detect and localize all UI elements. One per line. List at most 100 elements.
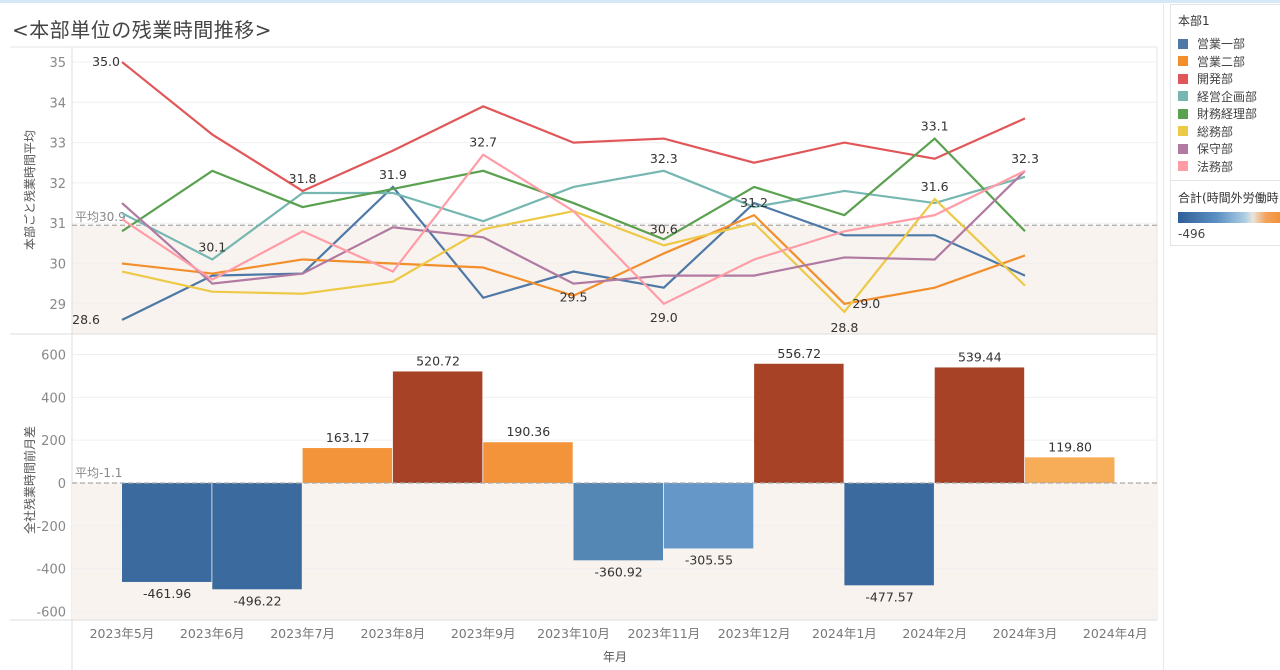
y-tick-label: -400: [36, 563, 66, 578]
y-tick-label: 30: [49, 258, 66, 273]
bar-2024年1月: [844, 483, 934, 586]
bar-value-label: -461.96: [143, 586, 191, 601]
data-label: 31.6: [921, 179, 949, 194]
y-tick-label: 32: [49, 177, 66, 192]
y-tick-label: 0: [58, 477, 66, 492]
y-tick-label: 33: [49, 137, 66, 152]
legend-label: 財務経理部: [1197, 107, 1258, 122]
series-line-保守部: [121, 170, 1026, 285]
bar-2023年5月: [122, 483, 212, 582]
x-tick-label: 2023年10月: [537, 626, 610, 641]
bar-2024年2月: [934, 367, 1025, 483]
bar-2023年12月: [754, 363, 844, 483]
top-border: [0, 0, 1280, 3]
legend-swatch: [1178, 73, 1188, 84]
y-tick-label: 34: [49, 96, 66, 111]
legend-item[interactable]: 保守部: [1171, 140, 1280, 158]
series-line-財務経理部: [121, 137, 1026, 241]
divider: [1163, 4, 1164, 670]
series-line-営業二部: [121, 213, 1026, 305]
data-label: 30.6: [650, 221, 678, 236]
legend-label: 法務部: [1197, 159, 1234, 174]
legend-swatch: [1178, 91, 1188, 102]
data-label: 35.0: [92, 54, 120, 69]
legend-swatch: [1178, 143, 1188, 154]
bar-2023年10月: [573, 483, 663, 561]
legend-item[interactable]: 法務部: [1171, 158, 1280, 176]
y-tick-label: 35: [49, 56, 66, 71]
y-axis-title: 全社残業時間前月差: [22, 426, 37, 534]
data-label: 32.3: [650, 151, 678, 166]
data-label: 32.3: [1011, 151, 1039, 166]
x-tick-label: 2023年12月: [718, 626, 791, 641]
legend-item[interactable]: 総務部: [1171, 123, 1280, 141]
legend-swatch: [1178, 56, 1188, 67]
bar-value-label: 556.72: [777, 346, 821, 361]
bar-value-label: 520.72: [416, 353, 460, 368]
bar-value-label: -496.22: [233, 593, 281, 608]
x-tick-label: 2023年7月: [270, 626, 335, 641]
data-label: 31.8: [289, 171, 317, 186]
legend-swatch: [1178, 161, 1188, 172]
bar-2024年3月: [1025, 457, 1115, 483]
color-scale-title: 合計(時間外労働時: [1178, 191, 1279, 205]
legend-label: 経営企画部: [1197, 89, 1258, 104]
y-tick-label: 400: [41, 391, 66, 406]
legend-label: 総務部: [1197, 124, 1234, 139]
data-label: 29.0: [650, 310, 678, 325]
legend-item[interactable]: 開発部: [1171, 70, 1280, 88]
legend-swatch: [1178, 108, 1188, 119]
data-label: 29.5: [560, 290, 588, 305]
bar-2023年7月: [302, 448, 393, 483]
x-tick-label: 2024年3月: [993, 626, 1058, 641]
y-tick-label: -600: [36, 606, 66, 621]
bar-2023年6月: [212, 483, 302, 590]
legend-title: 本部1: [1178, 14, 1210, 28]
dashboard-title: <本部単位の残業時間推移>: [12, 18, 273, 42]
y-tick-label: 31: [49, 217, 66, 232]
color-scale-min: -496: [1178, 227, 1206, 241]
legend-swatch: [1178, 38, 1188, 49]
series-line-営業一部: [121, 185, 1026, 321]
bar-value-label: -360.92: [595, 564, 643, 579]
bar-value-label: 190.36: [506, 424, 550, 439]
legend-item[interactable]: 営業二部: [1171, 53, 1280, 71]
bar-value-label: 163.17: [326, 430, 370, 445]
data-label: 30.1: [198, 239, 226, 254]
y-tick-label: 600: [41, 348, 66, 363]
data-label: 28.6: [72, 312, 100, 327]
color-legend-departments[interactable]: 本部1 営業一部 営業二部 開発部経営企画部財務経理部総務部保守部法務部: [1170, 4, 1280, 182]
x-axis-title: 年月: [603, 650, 627, 664]
bar-value-label: 539.44: [958, 349, 1002, 364]
color-scale-legend[interactable]: 合計(時間外労働時 -496: [1170, 180, 1280, 246]
y-tick-label: -200: [36, 520, 66, 535]
x-tick-label: 2024年4月: [1083, 626, 1148, 641]
bar-2023年9月: [483, 442, 573, 483]
data-label: 29.0: [852, 296, 880, 311]
average-label: 平均-1.1: [75, 466, 122, 480]
series-line-法務部: [121, 153, 1026, 306]
x-tick-label: 2024年1月: [812, 626, 877, 641]
legend-swatch: [1178, 126, 1188, 137]
x-tick-label: 2023年9月: [451, 626, 516, 641]
data-label: 28.8: [830, 320, 858, 335]
x-tick-label: 2024年2月: [902, 626, 967, 641]
legend-item[interactable]: 営業一部: [1171, 35, 1280, 53]
legend-item[interactable]: 財務経理部: [1171, 105, 1280, 123]
bar-value-label: -305.55: [685, 552, 733, 567]
y-tick-label: 29: [49, 298, 66, 313]
legend-item[interactable]: 経営企画部: [1171, 88, 1280, 106]
legend-label: 保守部: [1197, 142, 1234, 157]
data-label: 32.7: [469, 135, 497, 150]
x-tick-label: 2023年6月: [180, 626, 245, 641]
x-tick-label: 2023年8月: [361, 626, 426, 641]
data-label: 31.2: [740, 195, 768, 210]
x-tick-label: 2023年5月: [90, 626, 155, 641]
legend-label: 開発部: [1197, 72, 1234, 87]
series-line-経営企画部: [121, 169, 1026, 261]
average-label: 平均30.9: [75, 210, 126, 224]
bar-2023年8月: [392, 371, 483, 483]
bar-value-label: 119.80: [1048, 439, 1092, 454]
x-tick-label: 2023年11月: [627, 626, 700, 641]
legend-label: 営業一部: [1197, 37, 1246, 52]
